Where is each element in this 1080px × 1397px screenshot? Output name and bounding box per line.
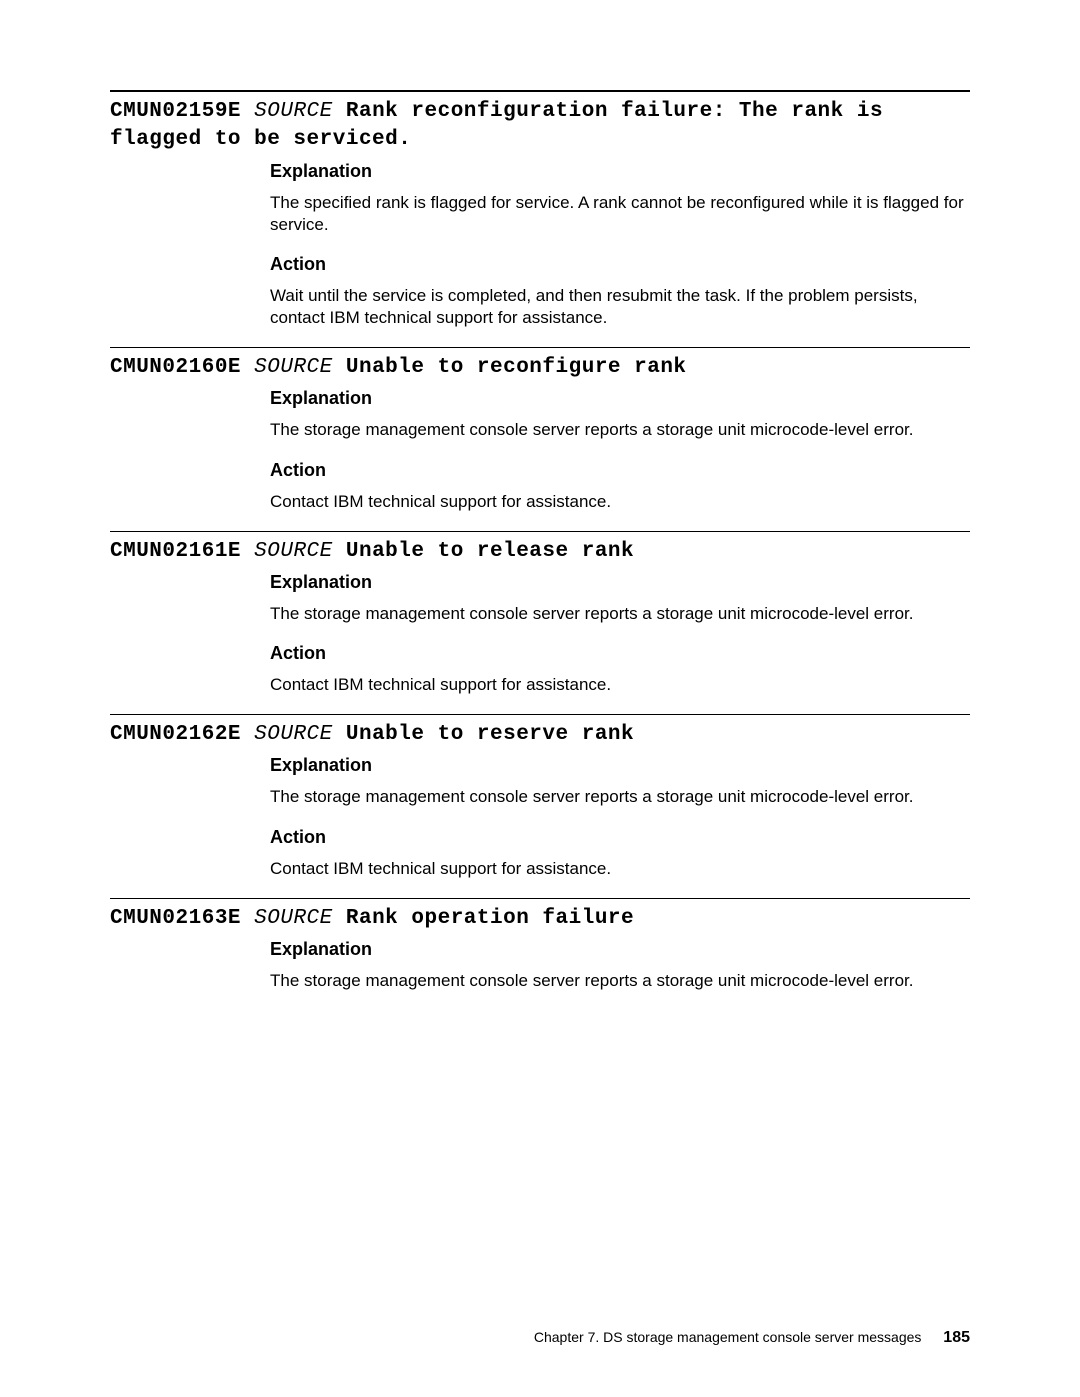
message-title: CMUN02162E SOURCE Unable to reserve rank xyxy=(110,721,970,749)
page-footer: Chapter 7. DS storage management console… xyxy=(534,1329,970,1347)
message-short: Unable to release rank xyxy=(346,540,634,563)
footer-page-number: 185 xyxy=(943,1329,970,1346)
message-source: SOURCE xyxy=(254,100,333,123)
action-heading: Action xyxy=(270,643,970,664)
message-title: CMUN02160E SOURCE Unable to reconfigure … xyxy=(110,354,970,382)
rule-divider xyxy=(110,90,970,92)
action-heading: Action xyxy=(270,254,970,275)
message-source: SOURCE xyxy=(254,356,333,379)
message-body: Explanation The specified rank is flagge… xyxy=(270,161,970,329)
message-source: SOURCE xyxy=(254,907,333,930)
message-source: SOURCE xyxy=(254,723,333,746)
explanation-text: The storage management console server re… xyxy=(270,786,970,808)
action-text: Contact IBM technical support for assist… xyxy=(270,858,970,880)
message-short: Unable to reserve rank xyxy=(346,723,634,746)
rule-divider xyxy=(110,898,970,899)
message-title: CMUN02163E SOURCE Rank operation failure xyxy=(110,905,970,933)
explanation-heading: Explanation xyxy=(270,572,970,593)
message-title: CMUN02159E SOURCE Rank reconfiguration f… xyxy=(110,98,970,155)
message-short: Unable to reconfigure rank xyxy=(346,356,687,379)
explanation-text: The storage management console server re… xyxy=(270,970,970,992)
explanation-heading: Explanation xyxy=(270,161,970,182)
message-entry: CMUN02162E SOURCE Unable to reserve rank… xyxy=(110,714,970,880)
message-entry: CMUN02160E SOURCE Unable to reconfigure … xyxy=(110,347,970,513)
action-heading: Action xyxy=(270,827,970,848)
message-code: CMUN02162E xyxy=(110,723,241,746)
action-text: Contact IBM technical support for assist… xyxy=(270,491,970,513)
message-code: CMUN02161E xyxy=(110,540,241,563)
explanation-heading: Explanation xyxy=(270,755,970,776)
message-entry: CMUN02159E SOURCE Rank reconfiguration f… xyxy=(110,90,970,329)
message-short: Rank operation failure xyxy=(346,907,634,930)
rule-divider xyxy=(110,347,970,348)
action-text: Contact IBM technical support for assist… xyxy=(270,674,970,696)
message-entry: CMUN02161E SOURCE Unable to release rank… xyxy=(110,531,970,697)
message-code: CMUN02159E xyxy=(110,100,241,123)
explanation-text: The storage management console server re… xyxy=(270,419,970,441)
message-body: Explanation The storage management conso… xyxy=(270,755,970,879)
message-entry: CMUN02163E SOURCE Rank operation failure… xyxy=(110,898,970,992)
message-source: SOURCE xyxy=(254,540,333,563)
message-body: Explanation The storage management conso… xyxy=(270,572,970,696)
footer-chapter: Chapter 7. DS storage management console… xyxy=(534,1329,922,1345)
document-page: CMUN02159E SOURCE Rank reconfiguration f… xyxy=(0,0,1080,1397)
explanation-text: The storage management console server re… xyxy=(270,603,970,625)
rule-divider xyxy=(110,531,970,532)
message-code: CMUN02163E xyxy=(110,907,241,930)
rule-divider xyxy=(110,714,970,715)
action-heading: Action xyxy=(270,460,970,481)
explanation-heading: Explanation xyxy=(270,939,970,960)
message-body: Explanation The storage management conso… xyxy=(270,939,970,992)
action-text: Wait until the service is completed, and… xyxy=(270,285,970,329)
explanation-heading: Explanation xyxy=(270,388,970,409)
message-code: CMUN02160E xyxy=(110,356,241,379)
message-body: Explanation The storage management conso… xyxy=(270,388,970,512)
message-title: CMUN02161E SOURCE Unable to release rank xyxy=(110,538,970,566)
explanation-text: The specified rank is flagged for servic… xyxy=(270,192,970,236)
